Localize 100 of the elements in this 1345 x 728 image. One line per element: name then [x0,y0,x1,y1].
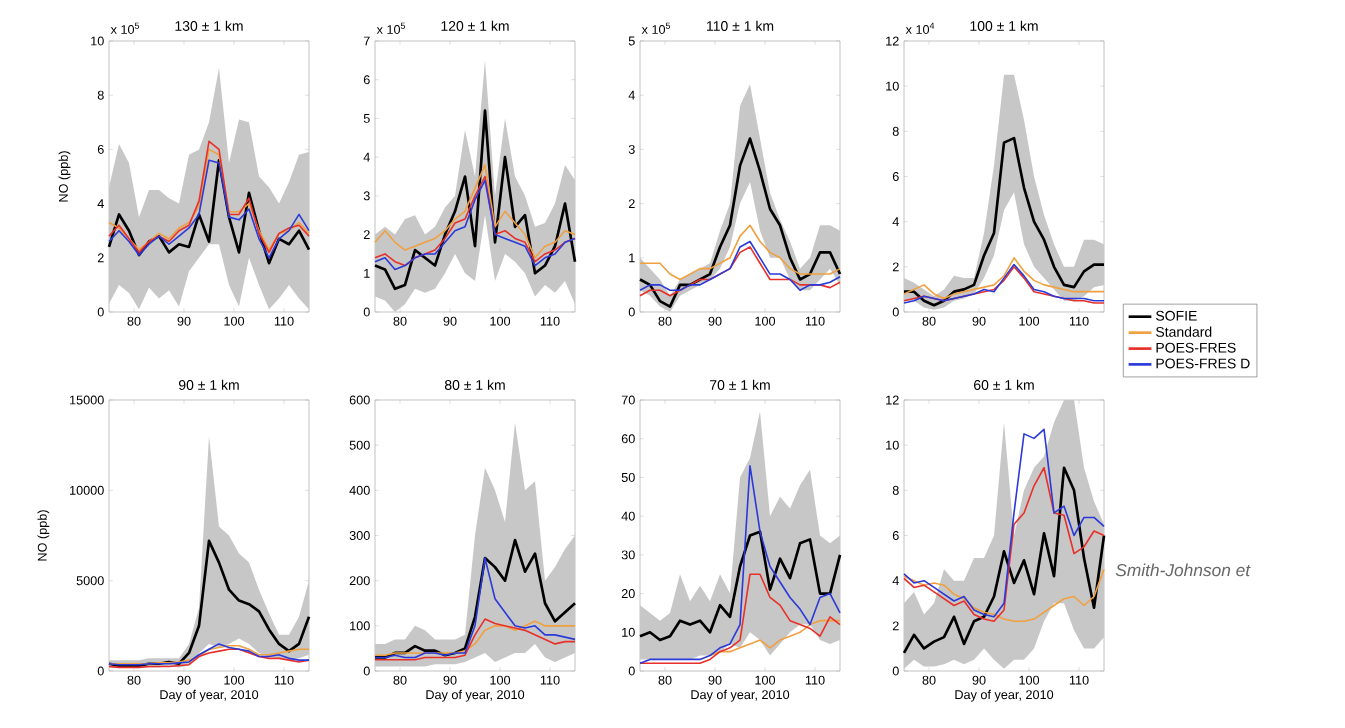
x-tick-label: 80 [658,316,672,326]
x-tick-label: 110 [805,675,825,685]
y-tick-label: 10 [91,36,104,46]
y-tick-label: 6 [97,144,104,154]
text: x 10$^{5}$ [110,22,140,34]
x-tick-label: 110 [1069,316,1089,326]
y-tick-label: 2 [892,621,899,631]
y-tick-label: 8 [892,126,899,136]
line-series [902,136,1106,307]
y-tick-label: 600 [349,395,370,405]
y-tick-label: 0 [628,666,635,676]
chart-title: 130 ± 1 km [175,20,243,31]
chart-title: 90 ± 1 km [178,379,239,390]
x-tick-label: 80 [393,675,407,685]
y-tick-label: 0 [363,666,370,676]
x-tick-label: 110 [540,675,560,685]
line-series [638,137,842,308]
chart-title: 110 ± 1 km [707,20,774,31]
x-tick-label: 100 [755,675,776,685]
line-series [902,466,1106,655]
y-tick-label: 6 [363,75,370,85]
x-tick-label: 80 [393,316,407,326]
x-axis-title: Day of year, 2010 [691,689,790,702]
x-tick-label: 80 [127,675,141,685]
y-tick-label: 3 [363,191,370,201]
x-tick-label: 110 [274,675,294,685]
y-tick-label: 4 [892,217,899,227]
y-tick-label: 4 [97,199,104,208]
x-tick-label: 100 [224,675,245,685]
y-tick-label: 15000 [70,395,104,405]
y-axis-title: NO (ppb) [58,151,71,202]
y-tick-label: 8 [892,485,899,495]
x-tick-label: 110 [274,316,294,326]
text: x 10$^{5}$ [641,22,671,34]
y-tick-label: 10 [886,81,899,91]
y-tick-label: 300 [349,531,370,540]
x-tick-label: 80 [922,675,936,685]
legend-label: POES-FRES D [1156,358,1250,369]
x-tick-label: 90 [708,316,722,326]
y-tick-label: 30 [621,550,635,560]
x-tick-label: 90 [177,675,191,685]
y-tick-label: 500 [349,440,370,450]
legend-label: SOFIE [1156,310,1197,321]
y-tick-label: 4 [628,90,635,100]
x-tick-label: 100 [224,316,245,326]
x-tick-label: 110 [1069,675,1089,685]
y-tick-label: 6 [892,172,899,181]
y-tick-label: 2 [628,199,635,209]
x-tick-label: 100 [1019,675,1040,685]
y-tick-label: 10000 [70,485,104,495]
y-tick-label: 2 [363,230,370,239]
x-tick-label: 90 [708,675,722,685]
y-tick-label: 0 [892,666,899,676]
y-tick-label: 60 [621,434,635,444]
y-tick-label: 200 [349,576,370,586]
x-tick-label: 110 [540,316,560,326]
y-tick-label: 1 [629,253,635,263]
y-tick-label: 5 [628,36,635,46]
y-tick-label: 20 [621,589,635,599]
x-tick-label: 90 [972,316,986,326]
y-tick-label: 0 [363,307,370,317]
chart-title: 120 ± 1 km [441,20,509,31]
line-series [638,530,842,642]
x-tick-label: 90 [972,675,986,685]
x-tick-label: 80 [922,316,936,326]
y-tick-label: 4 [363,152,370,162]
y-tick-label: 0 [97,666,104,676]
x-tick-label: 110 [805,316,825,326]
y-tick-label: 100 [350,621,370,631]
y-axis-title: NO (ppb) [37,510,50,561]
chart-title: 80 ± 1 km [444,379,505,390]
y-tick-label: 12 [886,395,899,405]
x-tick-label: 90 [443,675,457,685]
text: x 10$^{4}$ [905,22,935,34]
y-tick-label: 5000 [76,576,104,586]
x-axis-title: Day of year, 2010 [955,689,1054,702]
y-tick-label: 40 [621,511,635,521]
x-tick-label: 80 [127,316,141,326]
x-tick-label: 90 [177,316,191,326]
y-tick-label: 0 [892,307,899,317]
y-tick-label: 3 [628,144,635,154]
x-tick-label: 100 [1019,316,1040,326]
y-tick-label: 5 [363,114,370,123]
y-tick-label: 6 [892,531,899,540]
x-tick-label: 100 [490,316,511,326]
line-series [374,164,576,259]
y-tick-label: 7 [363,36,370,46]
y-tick-label: 1 [364,268,370,278]
y-tick-label: 70 [621,395,635,405]
x-axis-title: Day of year, 2010 [426,689,525,702]
y-tick-label: 2 [97,253,104,263]
x-tick-label: 100 [490,675,511,685]
chart-title: 100 ± 1 km [970,20,1038,31]
chart-title: 70 ± 1 km [710,379,770,390]
text: Smith-Johnson et [1115,563,1251,577]
x-tick-label: 80 [658,675,672,685]
y-tick-label: 10 [622,627,635,637]
y-tick-label: 12 [886,36,899,46]
y-tick-label: 10 [886,440,899,450]
y-tick-label: 0 [628,307,635,317]
